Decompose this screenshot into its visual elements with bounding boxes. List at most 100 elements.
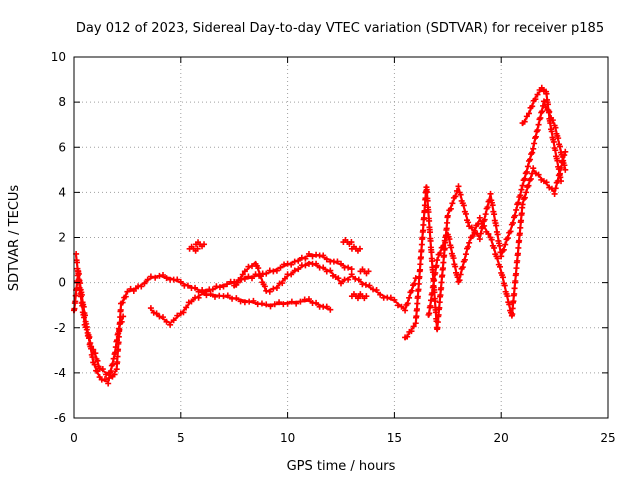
data-point-marker: [439, 272, 446, 279]
data-point-marker: [530, 145, 537, 152]
data-point-marker: [124, 288, 131, 295]
data-point-marker: [440, 243, 447, 250]
data-point-marker: [547, 120, 554, 127]
data-point-marker: [515, 244, 522, 251]
data-point-marker: [468, 224, 475, 231]
data-point-marker: [184, 282, 191, 289]
data-point-marker: [414, 293, 421, 300]
data-point-marker: [394, 302, 401, 309]
data-point-marker: [434, 319, 441, 326]
data-point-marker: [419, 234, 426, 241]
data-point-marker: [233, 295, 240, 302]
data-point-marker: [183, 304, 190, 311]
cluster-point-marker: [194, 245, 201, 252]
data-point-marker: [73, 259, 80, 266]
data-point-marker: [163, 275, 170, 282]
data-point-marker: [279, 280, 286, 287]
data-point-marker: [529, 149, 536, 156]
data-point-marker: [320, 264, 327, 271]
data-point-marker: [531, 140, 538, 147]
data-point-marker: [147, 305, 154, 312]
data-point-marker: [518, 186, 525, 193]
data-point-marker: [414, 300, 421, 307]
data-point-marker: [436, 304, 443, 311]
data-point-marker: [345, 276, 352, 283]
data-point-marker: [512, 212, 519, 219]
data-point-marker: [118, 318, 125, 325]
data-point-marker: [481, 216, 488, 223]
data-point-marker: [476, 236, 483, 243]
data-point-marker: [471, 227, 478, 234]
data-point-marker: [152, 274, 159, 281]
data-point-marker: [99, 366, 106, 373]
data-point-marker: [552, 124, 559, 131]
data-point-marker: [477, 230, 484, 237]
data-point-marker: [484, 204, 491, 211]
data-point-marker: [518, 217, 525, 224]
y-axis-label: SDTVAR / TECUs: [7, 185, 22, 292]
data-point-marker: [554, 157, 561, 164]
data-point-marker: [391, 296, 398, 303]
data-point-marker: [298, 254, 305, 261]
data-point-marker: [288, 298, 295, 305]
data-point-marker: [460, 202, 467, 209]
data-point-marker: [437, 292, 444, 299]
data-point-marker: [233, 281, 240, 288]
grid-lines: [74, 57, 608, 418]
data-point-marker: [323, 303, 330, 310]
data-point-marker: [302, 255, 309, 262]
x-tick-label: 0: [70, 431, 78, 445]
data-point-marker: [75, 270, 82, 277]
x-tick-label: 20: [494, 431, 509, 445]
data-point-marker: [455, 183, 462, 190]
data-point-marker: [417, 254, 424, 261]
data-point-marker: [513, 206, 520, 213]
data-point-marker: [81, 314, 88, 321]
data-point-marker: [523, 189, 530, 196]
data-point-marker: [448, 244, 455, 251]
data-point-marker: [558, 178, 565, 185]
data-point-marker: [518, 210, 525, 217]
data-point-marker: [465, 219, 472, 226]
data-point-marker: [452, 193, 459, 200]
data-point-marker: [456, 277, 463, 284]
data-point-marker: [434, 324, 441, 331]
data-point-marker: [327, 267, 334, 274]
data-point-marker: [562, 166, 569, 173]
data-point-marker: [174, 312, 181, 319]
data-point-marker: [413, 306, 420, 313]
data-point-marker: [429, 290, 436, 297]
data-point-marker: [237, 298, 244, 305]
data-point-marker: [237, 276, 244, 283]
data-point-marker: [404, 333, 411, 340]
data-point-marker: [415, 280, 422, 287]
data-point-marker: [462, 210, 469, 217]
data-point-marker: [113, 366, 120, 373]
data-point-marker: [438, 284, 445, 291]
data-point-marker: [417, 266, 424, 273]
data-point-marker: [313, 299, 320, 306]
data-point-marker: [305, 250, 312, 257]
data-point-marker: [170, 317, 177, 324]
data-point-marker: [548, 128, 555, 135]
data-point-marker: [532, 133, 539, 140]
data-point-marker: [513, 265, 520, 272]
data-point-marker: [418, 241, 425, 248]
data-point-marker: [377, 291, 384, 298]
data-point-marker: [517, 192, 524, 199]
data-point-marker: [534, 127, 541, 134]
data-point-marker: [261, 283, 268, 290]
data-point-marker: [417, 261, 424, 268]
data-point-marker: [555, 166, 562, 173]
data-point-marker: [434, 257, 441, 264]
data-point-marker: [515, 199, 522, 206]
data-point-marker: [431, 277, 438, 284]
data-point-marker: [366, 282, 373, 289]
data-point-marker: [543, 90, 550, 97]
data-point-marker: [110, 355, 117, 362]
data-point-marker: [457, 271, 464, 278]
data-point-marker: [510, 298, 517, 305]
y-tick-label: 0: [58, 276, 66, 290]
data-point-marker: [496, 242, 503, 249]
